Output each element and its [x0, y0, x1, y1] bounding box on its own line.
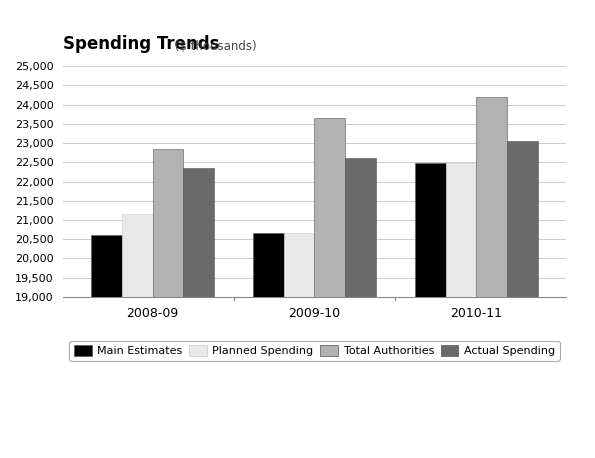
Bar — [152, 149, 183, 458]
Text: ($ thousands): ($ thousands) — [171, 40, 257, 54]
Bar — [284, 234, 315, 458]
Bar — [446, 163, 477, 458]
Bar — [415, 163, 446, 458]
Legend: Main Estimates, Planned Spending, Total Authorities, Actual Spending: Main Estimates, Planned Spending, Total … — [70, 341, 559, 360]
Bar — [477, 97, 507, 458]
Bar — [183, 168, 214, 458]
Bar — [122, 214, 152, 458]
Bar — [91, 235, 122, 458]
Bar — [345, 158, 376, 458]
Bar — [507, 141, 538, 458]
Bar — [253, 234, 284, 458]
Bar — [315, 118, 345, 458]
Text: Spending Trends: Spending Trends — [64, 35, 220, 54]
